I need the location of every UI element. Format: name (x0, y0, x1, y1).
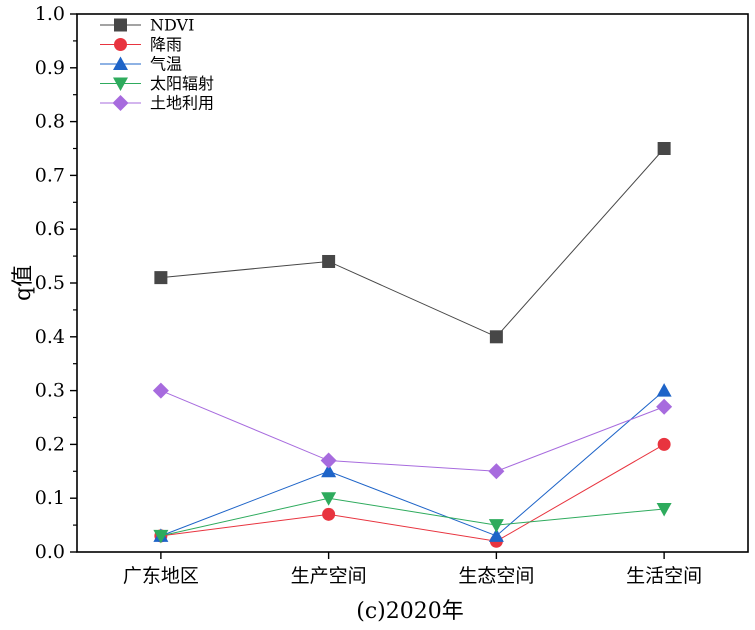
data-point (152, 382, 169, 399)
legend-item: 土地利用 (100, 94, 214, 113)
legend-label: 气温 (150, 55, 182, 74)
y-tick-label: 0.3 (35, 380, 65, 402)
y-tick-label: 0.8 (35, 111, 65, 133)
data-point (657, 142, 671, 155)
y-axis: 0.0 0.1 0.2 0.3 0.4 0.5 0.6 0.7 0.8 0.9 1.0 (35, 3, 77, 563)
x-tick-label: 生态空间 (458, 565, 534, 587)
legend-item: 太阳辐射 (100, 74, 214, 93)
series-0 (154, 142, 671, 344)
legend-label: NDVI (150, 16, 194, 35)
x-tick-label: 广东地区 (123, 565, 199, 587)
series-3 (153, 492, 672, 544)
y-tick-label: 0.2 (35, 433, 65, 455)
data-point (321, 492, 337, 506)
x-axis-title: (c)2020年 (356, 599, 463, 624)
x-tick-label: 生活空间 (626, 565, 702, 587)
legend-label: 降雨 (150, 35, 182, 54)
legend-item: NDVI (100, 16, 194, 35)
data-point (488, 519, 504, 533)
data-point (656, 502, 672, 517)
legend-item: 气温 (100, 55, 182, 74)
series-line (160, 390, 665, 537)
y-tick-label: 0.4 (35, 326, 65, 348)
data-point (320, 452, 337, 469)
x-tick-label: 生产空间 (291, 565, 367, 587)
legend-marker (113, 77, 128, 91)
data-point (657, 437, 671, 451)
y-tick-label: 0.9 (35, 57, 65, 79)
y-tick-label: 1.0 (35, 3, 65, 25)
y-tick-label: 0.7 (35, 164, 65, 186)
series-4 (152, 382, 673, 480)
legend-item: 降雨 (100, 35, 182, 54)
series-line (160, 390, 665, 472)
legend-label: 土地利用 (150, 94, 214, 113)
data-point (154, 271, 168, 285)
legend-marker (114, 38, 127, 51)
data-point (656, 383, 672, 397)
data-point (489, 330, 503, 344)
x-axis: 广东地区 生产空间 生态空间 生活空间 (123, 552, 702, 587)
legend-marker (112, 95, 129, 111)
series-2 (153, 383, 672, 542)
data-point (322, 254, 336, 268)
data-point (321, 463, 337, 478)
data-point (322, 507, 336, 521)
data-point (488, 463, 505, 480)
data-point (153, 529, 169, 544)
legend-marker (113, 56, 128, 70)
series-line (160, 497, 665, 537)
y-tick-label: 0.6 (35, 218, 65, 240)
y-tick-label: 0.1 (35, 487, 65, 509)
data-point (488, 528, 504, 542)
legend-label: 太阳辐射 (150, 74, 214, 93)
series-layer (152, 142, 673, 548)
legend-marker (114, 18, 127, 32)
y-tick-label: 0.5 (35, 272, 65, 294)
y-tick-label: 0.0 (35, 541, 65, 563)
series-line (160, 148, 665, 338)
series-1 (154, 437, 671, 548)
data-point (656, 398, 673, 415)
series-line (160, 443, 665, 542)
y-axis-title: q值 (11, 265, 36, 301)
